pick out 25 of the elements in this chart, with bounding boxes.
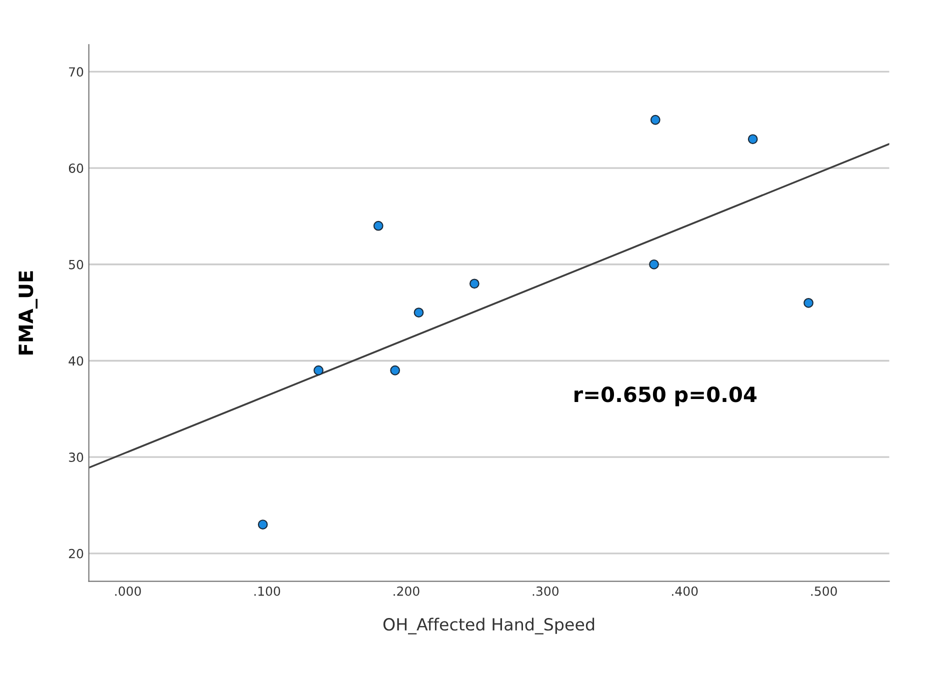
x-tick-label: .500 — [811, 586, 837, 596]
x-tick-label: .200 — [394, 586, 420, 596]
annotation: r=0.650 p=0.04 — [574, 386, 756, 406]
x-tick-label: .100 — [254, 586, 280, 596]
y-tick-label: 50 — [69, 260, 84, 270]
point — [314, 365, 324, 376]
point — [373, 220, 384, 231]
y-tick-label: 60 — [68, 164, 84, 173]
x-tick-label: .400 — [672, 586, 698, 596]
x-tick-label: .000 — [115, 586, 141, 596]
y-tick-label: 20 — [68, 548, 84, 558]
point — [649, 259, 659, 270]
point — [258, 520, 268, 530]
x-axis-title: OH_Affected Hand_Speed — [383, 618, 594, 634]
y-tick-label: 70 — [69, 67, 84, 77]
point — [469, 278, 480, 289]
point — [748, 134, 758, 144]
y-axis-title: FMA_UE — [18, 271, 38, 354]
point — [804, 298, 814, 308]
point — [390, 365, 400, 376]
y-tick-label: 40 — [68, 356, 84, 366]
point — [414, 308, 424, 318]
y-tick-label: 30 — [69, 452, 84, 462]
point — [650, 114, 660, 125]
x-tick-label: .300 — [532, 586, 558, 596]
